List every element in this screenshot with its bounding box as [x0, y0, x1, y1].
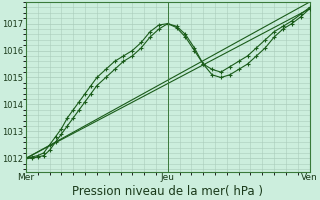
X-axis label: Pression niveau de la mer( hPa ): Pression niveau de la mer( hPa ): [72, 185, 263, 198]
